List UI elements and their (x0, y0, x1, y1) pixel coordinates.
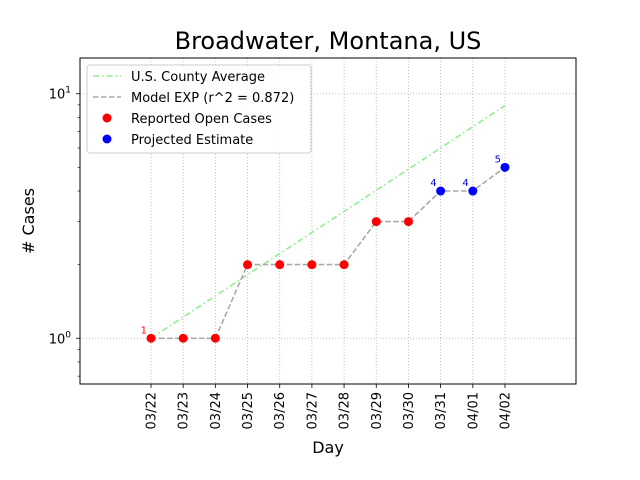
x-tick-label: 03/28 (338, 392, 353, 429)
chart-title: Broadwater, Montana, US (175, 27, 482, 55)
x-tick-label: 03/31 (434, 392, 449, 429)
data-point (403, 217, 413, 227)
data-label: 5 (495, 154, 501, 165)
data-point (243, 260, 253, 270)
legend-marker (102, 134, 112, 144)
x-tick-label: 03/27 (305, 392, 320, 429)
data-point (339, 260, 349, 270)
data-point (307, 260, 317, 270)
x-tick-label: 03/29 (370, 392, 385, 429)
data-point (436, 186, 446, 196)
x-axis-label: Day (312, 438, 344, 457)
data-point (275, 260, 285, 270)
legend-label: Reported Open Cases (131, 112, 272, 127)
data-point (146, 333, 156, 343)
x-tick-label: 04/02 (498, 392, 513, 429)
y-tick-label: 100 (49, 330, 72, 347)
data-point (371, 217, 381, 227)
x-tick-label: 03/24 (209, 392, 224, 429)
legend: U.S. County Average Model EXP (r^2 = 0.87… (86, 64, 312, 154)
legend-label: Projected Estimate (131, 133, 253, 148)
x-tick-label: 03/26 (273, 392, 288, 429)
data-point (178, 333, 188, 343)
legend-label: Model EXP (r^2 = 0.872) (131, 91, 294, 106)
data-point (500, 162, 510, 172)
series-line-0 (150, 104, 506, 339)
x-tick-label: 03/30 (402, 392, 417, 429)
data-label: 4 (462, 178, 468, 189)
data-label: 1 (141, 325, 147, 336)
data-point (210, 333, 220, 343)
legend-box (86, 64, 312, 154)
x-tick-label: 03/25 (241, 392, 256, 429)
x-tick-label: 03/22 (145, 392, 160, 429)
data-label: 4 (430, 178, 436, 189)
y-axis-label: # Cases (19, 188, 38, 254)
y-tick-label: 101 (49, 86, 71, 103)
data-point (468, 186, 478, 196)
x-tick-label: 04/01 (466, 392, 481, 429)
plot-frame (79, 57, 577, 385)
legend-label: U.S. County Average (131, 70, 265, 85)
x-tick-label: 03/23 (177, 392, 192, 429)
series-line-1 (151, 166, 506, 340)
legend-marker (102, 113, 112, 123)
